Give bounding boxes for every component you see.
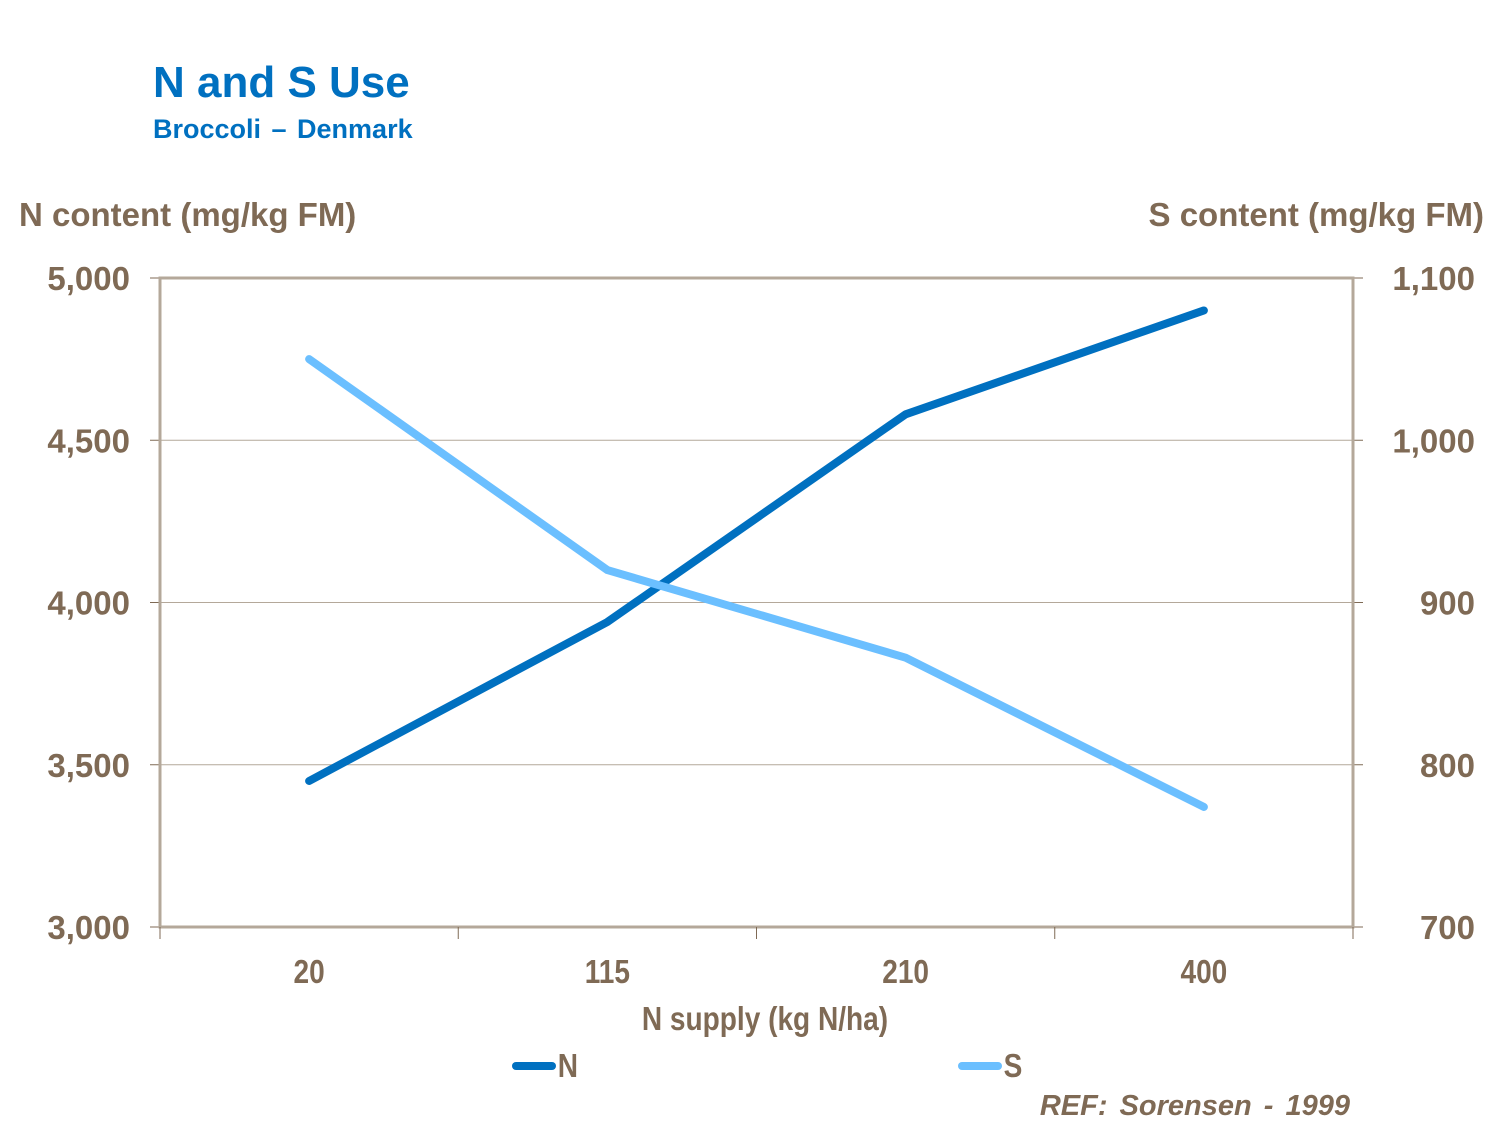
y2-tick-label: 700 — [1420, 909, 1475, 946]
y2-tick-label: 1,100 — [1392, 260, 1475, 297]
legend-item-s: S — [958, 1047, 1024, 1085]
y-tick-label: 4,500 — [47, 422, 130, 459]
y-tick-label: 4,000 — [47, 585, 130, 622]
y-tick-label: 5,000 — [47, 260, 130, 297]
x-tick-label: 400 — [1180, 954, 1227, 991]
y-axis-left-label: N content (mg/kg FM) — [19, 196, 357, 233]
legend-label-s: S — [1003, 1047, 1023, 1084]
y-tick-label: 3,000 — [47, 909, 130, 946]
y-axis-right-label: S content (mg/kg FM) — [1148, 196, 1484, 233]
x-tick-label: 115 — [585, 954, 630, 991]
series-line-s — [305, 355, 1208, 811]
tick-labels: 3,000 3,500 4,000 4,500 5,000 700 800 900 1,000 1… — [47, 260, 1475, 991]
axes — [150, 276, 1363, 939]
legend-swatch-s — [958, 1062, 1002, 1070]
legend-item-n: N — [512, 1047, 580, 1085]
gridlines — [160, 439, 1353, 766]
reference-note: REF: Sorensen - 1999 — [1039, 1090, 1350, 1122]
y2-tick-label: 900 — [1420, 585, 1475, 622]
x-tick-label: 210 — [882, 954, 929, 991]
y2-tick-label: 1,000 — [1392, 422, 1475, 459]
x-axis-label: N supply (kg N/ha) — [641, 1000, 889, 1037]
chart-subtitle: Broccoli – Denmark — [153, 114, 413, 144]
x-tick-label: 20 — [294, 954, 325, 991]
chart-title: N and S Use — [153, 58, 410, 107]
legend-label-n: N — [557, 1047, 579, 1084]
series-line-n — [305, 306, 1208, 785]
y2-tick-label: 800 — [1420, 747, 1475, 784]
series — [305, 306, 1208, 811]
y-tick-label: 3,500 — [47, 747, 130, 784]
legend-swatch-n — [512, 1062, 556, 1070]
